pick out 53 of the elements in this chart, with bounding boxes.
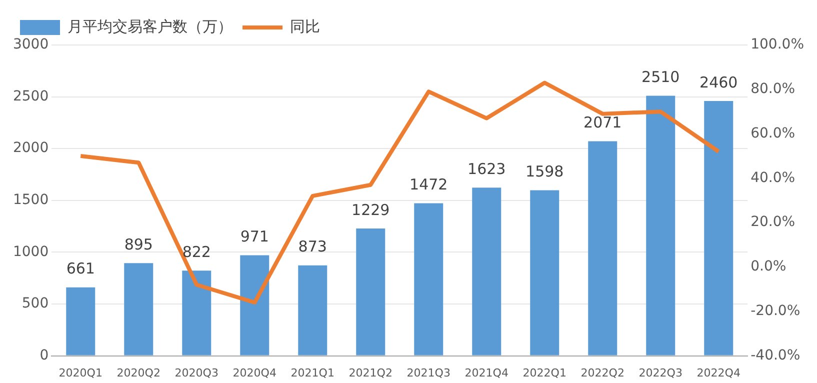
bar: [646, 96, 676, 356]
data-label: 661: [66, 260, 95, 278]
x-tick-label: 2021Q2: [348, 366, 392, 380]
data-label: 1623: [468, 160, 506, 178]
y2-tick-label: -20.0%: [750, 303, 800, 320]
bar: [704, 100, 734, 356]
legend-label: 同比: [290, 17, 320, 36]
data-label: 2510: [642, 68, 680, 86]
data-label: 1598: [526, 162, 564, 181]
x-tick-label: 2022Q3: [638, 366, 682, 380]
y2-tick-label: 40.0%: [750, 170, 796, 186]
y-tick-label: 0: [40, 347, 49, 364]
bar: [124, 263, 154, 356]
y2-tick-label: 80.0%: [750, 81, 796, 98]
bar: [414, 203, 444, 356]
x-tick-label: 2022Q4: [696, 366, 740, 380]
data-label: 2071: [584, 114, 622, 132]
data-label: 971: [240, 228, 269, 246]
bar: [356, 228, 386, 356]
y2-tick-label: 20.0%: [750, 214, 796, 230]
bar: [530, 190, 560, 356]
data-label: 895: [124, 235, 153, 254]
y-tick-label: 2500: [12, 88, 49, 104]
data-label: 1472: [410, 176, 448, 194]
bar: [298, 265, 328, 356]
x-tick-label: 2020Q2: [116, 366, 160, 380]
data-label: 2460: [700, 73, 738, 92]
x-tick-label: 2020Q4: [232, 366, 276, 380]
bar: [240, 255, 270, 356]
bar: [472, 188, 502, 356]
y-tick-label: 2000: [12, 140, 49, 156]
y2-tick-label: 0.0%: [750, 258, 786, 275]
y-tick-label: 1500: [12, 192, 49, 208]
data-label: 1229: [352, 200, 390, 219]
x-tick-label: 2022Q2: [580, 366, 624, 380]
bar: [182, 270, 212, 356]
x-tick-label: 2021Q1: [290, 366, 334, 380]
x-tick-label: 2021Q4: [464, 366, 508, 380]
x-tick-label: 2021Q3: [406, 366, 450, 380]
bar: [588, 141, 618, 356]
x-tick-label: 2020Q3: [174, 366, 218, 380]
y2-tick-label: 60.0%: [750, 125, 796, 142]
bar: [66, 287, 96, 356]
data-label: 873: [298, 238, 327, 256]
x-tick-label: 2020Q1: [58, 366, 102, 380]
y2-tick-label: -40.0%: [750, 347, 800, 364]
y-tick-label: 3000: [12, 36, 49, 53]
y2-tick-label: 100.0%: [750, 36, 804, 53]
data-label: 822: [182, 243, 211, 262]
x-tick-label: 2022Q1: [522, 366, 566, 380]
y-tick-label: 1000: [12, 244, 49, 260]
y-tick-label: 500: [22, 296, 49, 312]
legend-label: 月平均交易客户数（万）: [68, 17, 232, 36]
